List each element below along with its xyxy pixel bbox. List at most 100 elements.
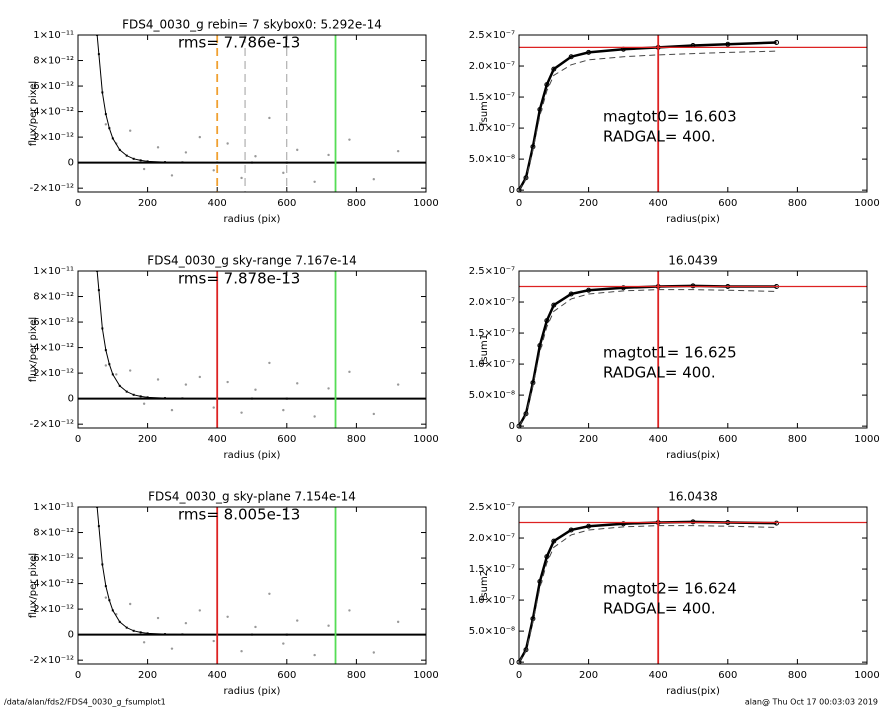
y-tick-label: 2.0×10⁻⁷ [469, 297, 515, 308]
footer-date: alan@ Thu Oct 17 00:03:03 2019 [745, 698, 878, 707]
data-point [212, 406, 215, 409]
data-point [132, 629, 135, 632]
y-tick-label: 0 [509, 185, 515, 196]
annotation: magtot0= 16.603 [603, 108, 737, 126]
data-point [104, 113, 107, 116]
data-point [282, 642, 285, 645]
y-tick-label: 2.5×10⁻⁷ [469, 30, 515, 41]
x-tick-label: 600 [277, 434, 296, 445]
data-point [725, 41, 731, 47]
data-point [313, 653, 316, 657]
data-point [146, 160, 149, 163]
data-point [108, 363, 111, 366]
y-tick-label: 6×10⁻¹² [33, 317, 74, 328]
x-tick-label: 1000 [413, 670, 438, 681]
y-tick-label: 2.5×10⁻⁷ [469, 266, 515, 277]
data-point [139, 159, 142, 162]
data-point [282, 408, 285, 412]
y-tick-label: 1.5×10⁻⁷ [469, 564, 515, 575]
data-point [101, 327, 104, 330]
data-line [519, 520, 777, 663]
data-point [170, 174, 174, 177]
data-point [129, 602, 132, 606]
y-axis-label: fsum1 [479, 334, 490, 365]
data-point [348, 609, 351, 612]
chart-title: 16.0438 [668, 490, 718, 504]
x-axis-label: radius(pix) [666, 450, 720, 461]
y-tick-label: 1×10⁻¹¹ [33, 266, 74, 277]
data-point [132, 157, 135, 160]
y-tick-label: 4×10⁻¹² [33, 107, 74, 118]
data-point [170, 408, 174, 412]
data-point [551, 302, 557, 308]
y-tick-label: -2×10⁻¹² [30, 183, 74, 194]
data-point [551, 66, 557, 72]
data-line [519, 284, 777, 427]
chart-title: 16.0439 [668, 254, 718, 268]
data-point [551, 538, 557, 544]
y-axis-label: fsum2 [479, 570, 490, 601]
y-axis-label: flux/per pixel [28, 553, 39, 618]
y-tick-label: 1×10⁻¹¹ [33, 502, 74, 513]
y-tick-label: 5.0×10⁻⁸ [469, 390, 515, 401]
data-point [198, 609, 201, 612]
y-axis-label: flux/per pixel [28, 81, 39, 146]
data-point [254, 388, 257, 391]
data-point [254, 155, 257, 158]
x-tick-label: 600 [277, 198, 296, 209]
y-tick-label: 0 [68, 394, 74, 405]
x-tick-label: 600 [277, 670, 296, 681]
data-point [327, 624, 330, 627]
data-point [156, 616, 160, 620]
data-point [226, 142, 229, 145]
x-axis-label: radius(pix) [666, 686, 720, 697]
y-tick-label: 1.0×10⁻⁷ [469, 123, 515, 134]
x-tick-label: 0 [516, 198, 522, 209]
data-point [544, 82, 550, 88]
data-point [620, 521, 626, 527]
x-tick-label: 400 [208, 670, 227, 681]
y-tick-label: 2×10⁻¹² [33, 368, 74, 379]
annotation: RADGAL= 400. [603, 364, 716, 382]
x-tick-label: 1000 [413, 198, 438, 209]
data-point [139, 631, 142, 634]
data-point [254, 625, 257, 629]
data-point [348, 370, 351, 374]
y-tick-label: 6×10⁻¹² [33, 81, 74, 92]
data-point [142, 641, 146, 644]
data-point [226, 615, 229, 618]
data-line [519, 289, 777, 427]
data-point [586, 523, 592, 529]
data-point [184, 151, 188, 154]
data-point [396, 149, 400, 153]
x-tick-label: 800 [788, 198, 807, 209]
y-tick-label: -2×10⁻¹² [30, 655, 74, 666]
data-point [544, 318, 550, 324]
x-axis-label: radius (pix) [224, 686, 281, 697]
data-point [118, 620, 121, 623]
y-tick-label: 4×10⁻¹² [33, 343, 74, 354]
data-point [111, 137, 114, 140]
data-point [104, 596, 108, 599]
y-tick-label: 8×10⁻¹² [33, 528, 74, 539]
x-tick-label: 600 [718, 434, 737, 445]
y-tick-label: 4×10⁻¹² [33, 579, 74, 590]
y-tick-label: 8×10⁻¹² [33, 292, 74, 303]
data-point [226, 380, 229, 384]
x-tick-label: 800 [347, 670, 366, 681]
data-point [690, 519, 696, 525]
data-point [198, 375, 201, 379]
x-tick-label: 400 [208, 198, 227, 209]
data-point [111, 609, 114, 612]
x-tick-label: 1000 [413, 434, 438, 445]
data-point [198, 135, 201, 139]
data-point [170, 647, 174, 650]
x-tick-label: 0 [516, 434, 522, 445]
chart-title: FDS4_0030_g rebin= 7 skybox0: 5.292e-14 [122, 18, 382, 32]
data-point [101, 91, 104, 94]
data-point [568, 527, 574, 533]
data-point [620, 285, 626, 291]
x-tick-label: 1000 [854, 198, 879, 209]
data-point [586, 49, 592, 55]
